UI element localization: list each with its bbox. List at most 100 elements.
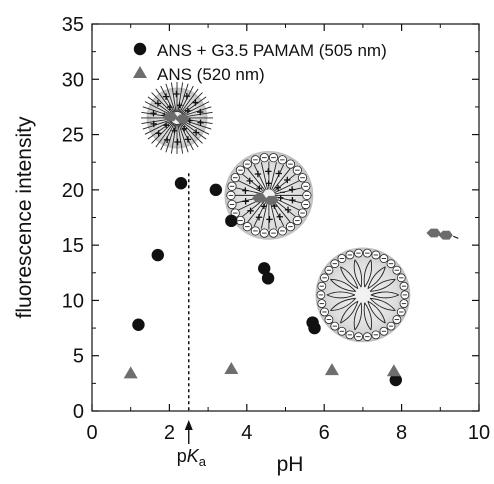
positive-charge — [181, 126, 187, 132]
data-point-circle — [151, 248, 164, 262]
branch-curve — [369, 278, 396, 292]
ans-free-tail — [453, 235, 459, 239]
illustration-dendrimer-deprotonated-body — [315, 247, 411, 343]
data-point-triangle — [324, 363, 339, 376]
positive-charge — [163, 136, 171, 144]
positive-charge — [155, 130, 162, 137]
branch-line — [147, 121, 173, 140]
branch-line — [235, 187, 264, 195]
x-tick-label: 8 — [396, 422, 407, 444]
positive-charge — [184, 136, 192, 143]
branch-curve — [369, 298, 396, 311]
positive-charge — [173, 90, 180, 98]
positive-charge — [265, 180, 272, 187]
illustration-dendrimer-bound — [141, 81, 214, 154]
branch-line — [142, 119, 172, 130]
positive-charge — [284, 206, 292, 214]
branch-line — [147, 96, 173, 115]
y-tick-label: 15 — [62, 235, 84, 257]
branch-curve — [363, 259, 372, 288]
branch-line — [170, 123, 177, 154]
branch-curve — [367, 301, 386, 324]
branch-line — [247, 168, 266, 191]
positive-charge — [266, 216, 273, 223]
branch-line — [271, 164, 285, 191]
branch-line — [274, 197, 300, 211]
illustration-dendrimer-partial-body — [224, 150, 314, 240]
positive-charge — [171, 127, 178, 134]
branch-line — [181, 121, 207, 140]
y-tick-label: 35 — [62, 14, 84, 36]
branch-curve — [370, 294, 400, 299]
data-point-circle — [174, 177, 188, 190]
branch-curve — [340, 301, 359, 324]
series-0 — [132, 177, 402, 387]
branch-curve — [340, 300, 359, 324]
branch-line — [179, 123, 194, 151]
branch-line — [151, 92, 174, 115]
branch-curve — [326, 294, 356, 299]
branch-curve — [353, 259, 362, 288]
positive-charge — [265, 168, 272, 175]
branch-curve — [367, 266, 386, 289]
positive-charge — [150, 120, 157, 128]
ans-ring-2 — [264, 195, 279, 205]
branch-curve — [330, 278, 357, 292]
data-point-triangle — [386, 364, 401, 377]
branch-line — [269, 162, 277, 190]
illustration-free-ans — [426, 228, 459, 240]
positive-charge — [255, 214, 263, 221]
branch-curve — [353, 302, 362, 331]
branch-curve — [340, 266, 359, 289]
y-tick-label: 10 — [62, 290, 84, 312]
positive-charge — [247, 207, 254, 215]
x-tick-label: 0 — [86, 422, 97, 444]
positive-charge — [150, 110, 157, 117]
branch-line — [273, 198, 296, 217]
legend-label: ANS (520 nm) — [157, 65, 265, 84]
branch-line — [165, 83, 176, 113]
branch-line — [269, 201, 277, 229]
illustration-dendrimer-deprotonated — [315, 247, 411, 343]
branch-curve — [363, 302, 372, 331]
branch-line — [180, 88, 199, 114]
branch-line — [165, 123, 176, 153]
branch-line — [177, 82, 184, 113]
positive-charge — [197, 108, 204, 116]
branch-curve — [340, 266, 359, 290]
ans-ring-1 — [426, 228, 441, 238]
branch-line — [144, 120, 172, 135]
branch-line — [155, 122, 174, 148]
branch-curve — [370, 278, 396, 292]
positive-charge — [162, 93, 170, 100]
data-point-circle — [308, 321, 321, 335]
x-tick-label: 4 — [241, 422, 252, 444]
branch-line — [160, 85, 175, 113]
pka-label: pKa — [177, 446, 207, 469]
branch-curve — [364, 302, 373, 331]
branch-line — [271, 200, 285, 227]
positive-charge — [284, 176, 291, 184]
branch-line — [178, 123, 189, 153]
branch-curve — [330, 297, 356, 311]
branch-curve — [370, 297, 396, 311]
positive-charge — [163, 122, 169, 128]
positive-charge — [174, 138, 181, 146]
y-tick-label: 5 — [73, 346, 84, 368]
branch-line — [260, 162, 268, 190]
positive-charge — [256, 185, 263, 191]
positive-charge — [261, 203, 267, 210]
branch-curve — [367, 266, 386, 290]
x-axis-title: pH — [277, 453, 304, 476]
y-tick-label: 20 — [62, 180, 84, 202]
ans-ring-1 — [251, 193, 267, 203]
positive-charge — [183, 92, 191, 100]
branch-line — [253, 164, 267, 191]
branch-curve — [364, 259, 373, 288]
branch-line — [180, 121, 203, 144]
data-point-triangle — [224, 361, 239, 374]
branch-line — [178, 83, 189, 113]
x-tick-label: 10 — [468, 422, 490, 444]
positive-charge — [197, 119, 204, 126]
